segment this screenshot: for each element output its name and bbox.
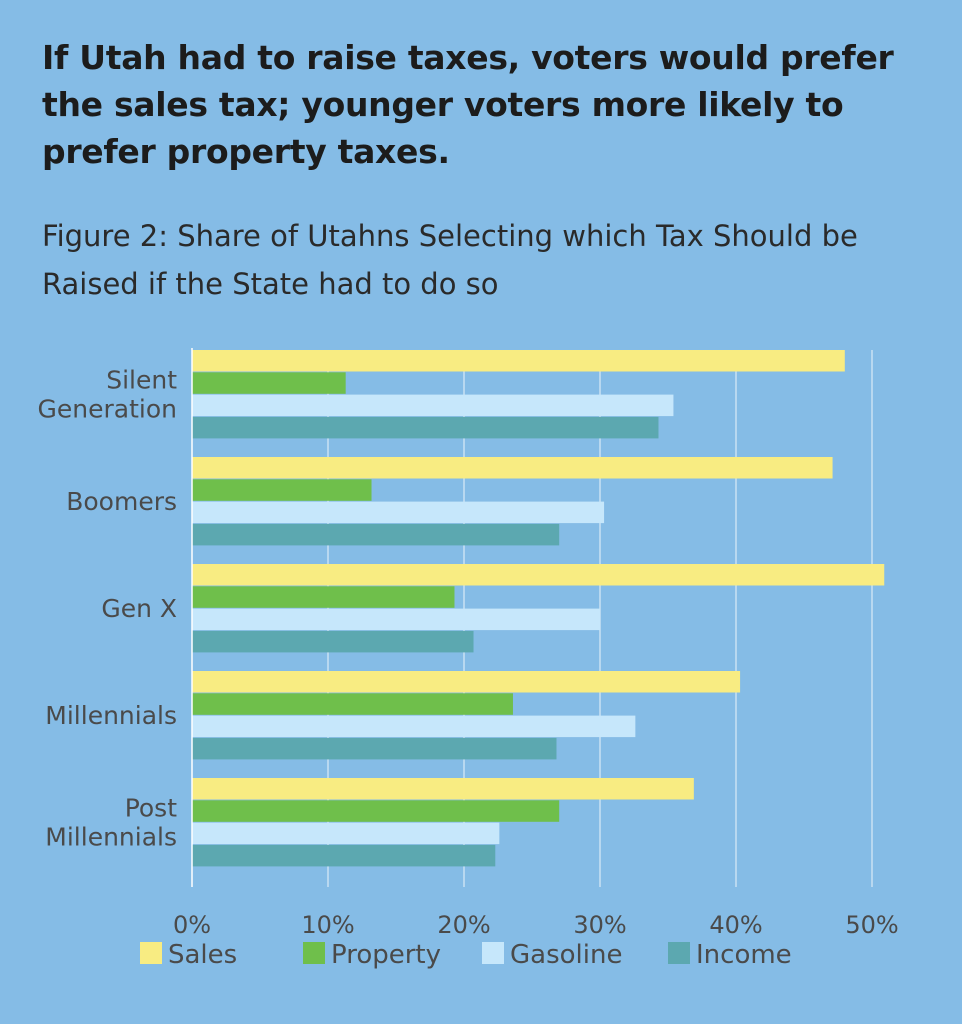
- x-tick-label: 50%: [845, 911, 898, 939]
- x-tick-label: 10%: [301, 911, 354, 939]
- chart-headline: If Utah had to raise taxes, voters would…: [42, 38, 894, 171]
- x-tick-labels: 0% 10% 20% 30% 40% 50%: [173, 911, 899, 939]
- category-label: Millennials: [45, 701, 177, 730]
- bar-property-0: [192, 372, 346, 394]
- bar-income-1: [192, 523, 560, 546]
- bar-gasoline-2: [192, 608, 600, 631]
- bars: [192, 350, 885, 867]
- bar-property-4: [192, 800, 560, 822]
- legend-swatch-property: [303, 942, 325, 964]
- bar-sales-4: [192, 778, 694, 800]
- x-tick-label: 30%: [573, 911, 626, 939]
- legend-swatch-income: [668, 942, 690, 964]
- legend-label-property: Property: [331, 940, 441, 970]
- x-tick-label: 40%: [709, 911, 762, 939]
- chart-subtitle: Figure 2: Share of Utahns Selecting whic…: [42, 219, 858, 301]
- legend-label-income: Income: [696, 940, 792, 970]
- bar-sales-3: [192, 671, 741, 693]
- bar-gasoline-1: [192, 501, 605, 524]
- legend-swatch-gasoline: [482, 942, 504, 964]
- legend-label-gasoline: Gasoline: [510, 940, 622, 970]
- category-label: Millennials: [45, 823, 177, 852]
- bar-sales-1: [192, 457, 833, 479]
- bar-income-0: [192, 416, 659, 439]
- x-tick-label: 20%: [437, 911, 490, 939]
- bar-property-1: [192, 479, 372, 501]
- legend-swatch-sales: [140, 942, 162, 964]
- category-label: Gen X: [101, 594, 177, 623]
- bar-gasoline-0: [192, 394, 674, 417]
- bar-gasoline-3: [192, 715, 636, 738]
- bar-sales-0: [192, 350, 845, 372]
- category-label: Generation: [38, 395, 177, 424]
- bar-sales-2: [192, 564, 885, 586]
- x-tick-label: 0%: [173, 911, 211, 939]
- bar-income-4: [192, 844, 496, 867]
- bar-income-2: [192, 630, 474, 653]
- legend: Sales Property Gasoline Income: [140, 940, 792, 970]
- bar-property-2: [192, 586, 455, 608]
- category-label: Silent: [106, 366, 177, 395]
- bar-income-3: [192, 737, 557, 760]
- category-label: Post: [125, 794, 178, 823]
- legend-label-sales: Sales: [168, 940, 237, 970]
- bar-gasoline-4: [192, 822, 500, 845]
- category-label: Boomers: [66, 487, 177, 516]
- bar-property-3: [192, 693, 513, 715]
